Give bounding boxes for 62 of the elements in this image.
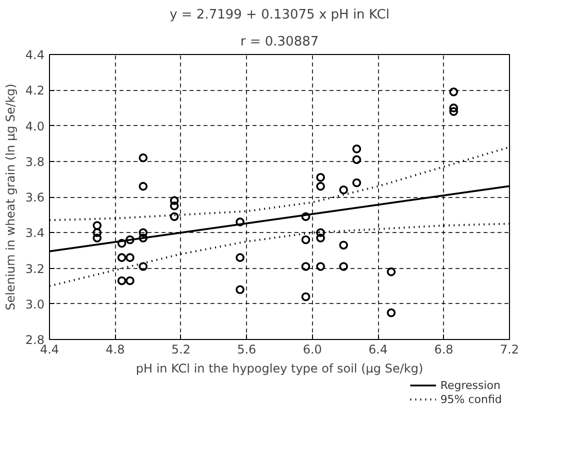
point [138, 182, 148, 191]
point [92, 228, 102, 238]
point [126, 253, 134, 262]
y-tick-label: 3.2 [25, 262, 45, 276]
point [117, 238, 126, 248]
point [449, 88, 458, 96]
point [301, 235, 310, 244]
x-tick-label: 6.4 [368, 342, 388, 356]
chart-subtitle: r = 0.30887 [240, 34, 319, 50]
point [236, 253, 244, 262]
point [301, 212, 310, 221]
x-tick-label: 4.4 [40, 342, 60, 356]
x-tick-label: 4.8 [106, 342, 125, 356]
legend-label: 95% confid [440, 393, 502, 406]
point [449, 104, 458, 112]
point [449, 107, 458, 116]
point [138, 262, 148, 271]
point [352, 144, 362, 154]
point [170, 196, 179, 205]
point [316, 262, 325, 271]
point [316, 234, 325, 242]
x-tick-label: 6.8 [434, 342, 454, 356]
x-tick-label: 5.6 [237, 342, 256, 356]
point [138, 228, 148, 238]
y-tick-label: 4.4 [25, 48, 45, 62]
y-tick-label: 4.2 [25, 84, 45, 98]
y-axis-title: Selenium in wheat grain (ln µg Se/kg) [3, 84, 18, 310]
y-tick-label: 3.4 [25, 226, 45, 240]
point [170, 202, 179, 210]
point [126, 276, 134, 286]
point [316, 182, 325, 191]
y-tick-label: 3.8 [25, 154, 45, 169]
point [316, 228, 325, 238]
point [92, 234, 102, 242]
point [138, 153, 148, 162]
point [117, 276, 126, 286]
x-tick-label: 5.2 [171, 342, 190, 356]
point [316, 173, 325, 182]
point [170, 212, 179, 221]
point [301, 292, 310, 302]
y-tick-label: 4.0 [25, 119, 45, 134]
chart-title: y = 2.7199 + 0.13075 x pH in KCl [170, 8, 390, 22]
point [352, 155, 362, 164]
point [126, 235, 134, 244]
x-tick-label: 6.0 [302, 342, 322, 356]
legend-label: Regression [440, 379, 501, 392]
x-tick-label: 7.2 [500, 342, 520, 356]
point [339, 240, 348, 250]
x-axis-title: pH in KCl in the hypogley type of soil (µg Se/kg) [136, 362, 424, 376]
point [236, 285, 244, 294]
point [339, 185, 348, 194]
point [138, 234, 148, 242]
point [386, 308, 396, 318]
y-tick-label: 3.6 [25, 190, 45, 204]
point [236, 218, 244, 226]
point [339, 262, 348, 271]
point [352, 178, 362, 188]
point [92, 221, 102, 230]
point [301, 262, 310, 271]
y-tick-label: 3.0 [25, 297, 45, 312]
point [117, 253, 126, 262]
point [386, 267, 396, 276]
